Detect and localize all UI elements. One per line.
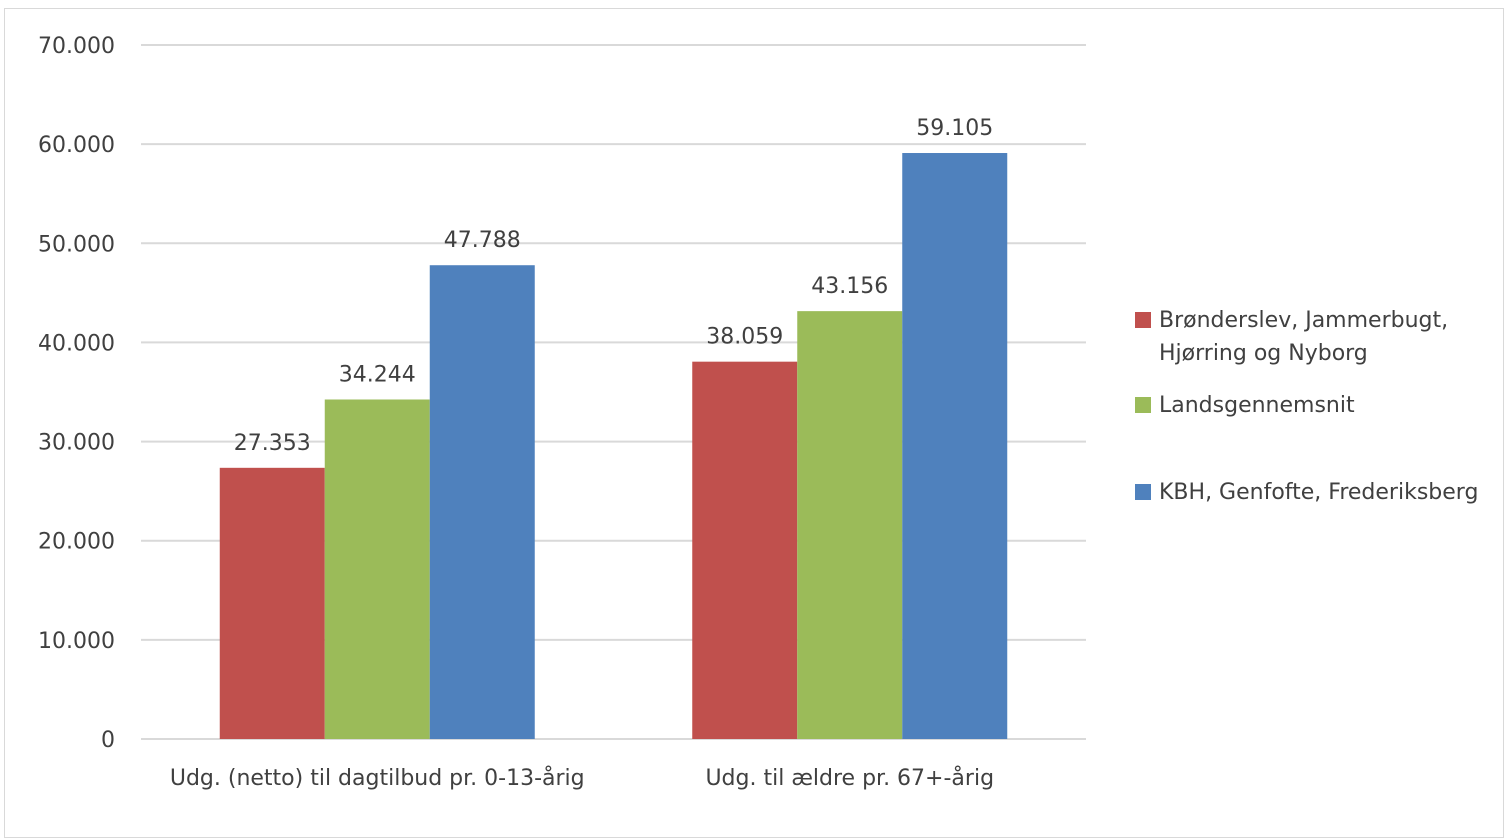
y-tick-label: 0 [101, 728, 115, 753]
y-tick-label: 10.000 [38, 629, 115, 654]
x-category-label: Udg. (netto) til dagtilbud pr. 0-13-årig [170, 765, 585, 791]
legend: Brønderslev, Jammerbugt, Hjørring og Nybo… [1135, 308, 1478, 505]
y-tick-label: 20.000 [38, 530, 115, 555]
legend-swatch [1135, 312, 1151, 328]
x-axis-categories: Udg. (netto) til dagtilbud pr. 0-13-årig… [170, 765, 994, 791]
legend-item: KBH, Genfofte, Frederiksberg [1135, 480, 1478, 505]
legend-label: Landsgennemsnit [1159, 393, 1355, 418]
bar [324, 399, 430, 739]
legend-label: Brønderslev, Jammerbugt, [1159, 308, 1448, 333]
y-tick-label: 60.000 [38, 133, 115, 158]
data-label: 27.353 [234, 431, 311, 456]
bar [219, 467, 325, 739]
data-label: 47.788 [444, 228, 521, 253]
legend-item: Landsgennemsnit [1135, 393, 1355, 418]
legend-swatch [1135, 397, 1151, 413]
y-tick-label: 40.000 [38, 331, 115, 356]
data-labels: 27.353 34.244 47.788 38.059 43.156 59.105 [234, 116, 993, 456]
data-label: 38.059 [706, 325, 783, 350]
bars [219, 153, 1008, 740]
bar [902, 153, 1008, 740]
data-label: 34.244 [339, 362, 416, 387]
bar-chart: 0 10.000 20.000 30.000 40.000 50.000 60.000 70.… [38, 34, 1478, 791]
y-tick-label: 50.000 [38, 232, 115, 257]
chart-frame: 0 10.000 20.000 30.000 40.000 50.000 60.000 70.… [4, 8, 1504, 838]
legend-label: Hjørring og Nyborg [1159, 341, 1368, 366]
bar [692, 361, 798, 739]
legend-swatch [1135, 484, 1151, 500]
y-tick-label: 70.000 [38, 34, 115, 59]
bar [797, 311, 903, 739]
y-axis-ticks: 0 10.000 20.000 30.000 40.000 50.000 60.000 70.… [38, 34, 115, 753]
bar [429, 265, 535, 739]
x-category-label: Udg. til ældre pr. 67+-årig [705, 765, 994, 791]
legend-item: Brønderslev, Jammerbugt, Hjørring og Nybo… [1135, 308, 1448, 366]
data-label: 43.156 [811, 274, 888, 299]
y-tick-label: 30.000 [38, 431, 115, 456]
legend-label: KBH, Genfofte, Frederiksberg [1159, 480, 1478, 505]
data-label: 59.105 [916, 116, 993, 141]
